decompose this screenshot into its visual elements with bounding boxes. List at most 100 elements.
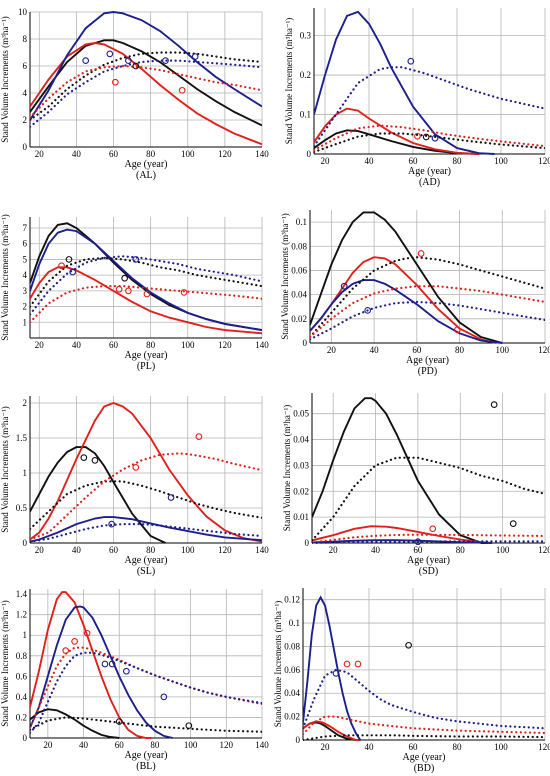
observed-point-blue: [167, 494, 175, 501]
y-tick-label: 3: [23, 286, 28, 296]
x-tick-label: 140: [255, 740, 269, 750]
observed-point-blue: [123, 667, 130, 675]
series-line-blue-dotted: [30, 59, 262, 128]
y-tick-label: 0.03: [293, 460, 309, 470]
observed-point-blue: [125, 57, 132, 64]
series-line-black-solid: [310, 211, 503, 344]
x-tick-label: 20: [321, 156, 331, 166]
chart-panel: 20 40 60 80 100 120 0 0.02 0.04 0.06 0.08 0.1 0.12 Ag…: [273, 588, 550, 774]
observed-point-red: [125, 287, 132, 295]
observed-point-red: [58, 262, 65, 270]
observed-point-blue: [332, 670, 340, 677]
x-tick-label: 60: [109, 340, 119, 350]
x-tick-label: 80: [150, 740, 160, 750]
x-axis-label: Age (year): [124, 555, 167, 566]
y-axis-label: Stand Volume Increments (m³ha⁻¹): [284, 18, 294, 145]
x-tick-label: 120: [218, 149, 232, 159]
x-tick-label: 40: [370, 345, 380, 355]
observed-point-red: [180, 289, 188, 296]
panel-tag: (AL): [136, 170, 156, 181]
x-tick-label: 60: [409, 742, 419, 752]
x-tick-label: 60: [109, 149, 119, 159]
x-tick-label: 80: [146, 149, 156, 159]
x-tick-label: 20: [35, 149, 45, 159]
y-axis-label: Stand Volume Increments (m³ha⁻¹): [0, 214, 10, 341]
x-tick-label: 80: [146, 340, 156, 350]
x-tick-label: 20: [35, 340, 45, 350]
x-tick-label: 60: [413, 545, 423, 555]
observed-point-blue: [132, 256, 140, 263]
observed-point-blue: [69, 268, 77, 276]
series-line-red-dotted: [312, 533, 545, 544]
y-tick-label: 0.1: [289, 618, 300, 628]
panel-tag: (PD): [418, 366, 437, 377]
observed-point-red: [417, 250, 425, 257]
series-line-blue-dotted: [312, 540, 545, 544]
y-tick-label: 0.3: [300, 31, 312, 41]
observed-point-red: [178, 86, 186, 94]
observed-point-blue: [162, 57, 169, 64]
y-tick-label: 0: [305, 538, 310, 548]
y-axis-label: Stand Volume Increments (m³ha⁻¹): [0, 16, 10, 143]
series-line-blue-dotted: [303, 668, 545, 730]
y-tick-label: 0.12: [284, 595, 300, 605]
observed-point-blue: [106, 50, 114, 58]
chart-panel: 20 40 60 80 100 120 140 0 2 4 6 8 10 Age (year)(AL) St…: [0, 7, 269, 181]
series-line-black-dotted: [30, 480, 262, 531]
y-tick-label: 2: [23, 302, 28, 312]
series-line-blue-dotted: [30, 523, 262, 543]
y-tick-label: 0.08: [284, 641, 300, 651]
observed-point-red: [429, 525, 437, 533]
y-tick-label: 1.5: [16, 433, 28, 443]
panel-tag: (AD): [419, 177, 440, 188]
y-tick-label: 0.4: [16, 692, 28, 702]
observed-point-black: [509, 520, 517, 527]
x-tick-label: 100: [181, 545, 195, 555]
x-tick-label: 120: [538, 156, 550, 166]
series-line-black-solid: [312, 397, 488, 544]
y-tick-label: 0: [296, 735, 301, 745]
observed-point-black: [115, 718, 123, 725]
x-tick-label: 80: [456, 545, 466, 555]
observed-point-black: [132, 62, 140, 70]
series-line-black-solid: [30, 39, 262, 127]
observed-point-blue: [82, 57, 90, 64]
observed-point-black: [185, 722, 193, 730]
y-tick-label: 1: [23, 317, 28, 327]
series-line-red-solid: [30, 266, 262, 335]
y-tick-label: 2: [23, 115, 28, 125]
observed-point-red: [83, 629, 91, 637]
observed-point-blue: [108, 520, 116, 528]
y-tick-label: 0.02: [284, 712, 300, 722]
series-line-red-solid: [314, 107, 480, 155]
panel-tag: (SL): [137, 566, 155, 577]
observed-point-red: [62, 647, 70, 655]
observed-point-blue: [407, 57, 415, 65]
x-tick-label: 40: [72, 149, 82, 159]
y-tick-label: 4: [23, 270, 28, 280]
panel-tag: (BD): [414, 763, 435, 774]
x-tick-label: 120: [218, 340, 232, 350]
series-line-red-dotted: [30, 452, 262, 541]
y-tick-label: 4: [23, 88, 28, 98]
y-tick-label: 2: [23, 398, 28, 408]
y-tick-label: 0.1: [300, 110, 311, 120]
x-tick-label: 120: [220, 740, 234, 750]
x-tick-label: 100: [184, 740, 198, 750]
y-tick-label: 0.04: [293, 435, 309, 445]
x-tick-label: 60: [115, 740, 125, 750]
x-tick-label: 80: [146, 545, 156, 555]
y-tick-label: 5: [23, 254, 28, 264]
observed-point-blue: [191, 53, 199, 60]
observed-point-black: [80, 454, 88, 461]
x-tick-label: 80: [453, 156, 463, 166]
y-tick-label: 0.01: [293, 512, 309, 522]
y-tick-label: 1: [23, 468, 28, 478]
series-line-black-dotted: [303, 734, 545, 741]
panel-tag: (BL): [136, 761, 155, 772]
series-line-blue-solid: [30, 605, 174, 739]
x-axis-label: Age (year): [124, 750, 167, 761]
chart-panel: 20 40 60 80 100 120 0 0.01 0.02 0.03 0.04 0.05 Age (…: [282, 393, 550, 577]
y-tick-label: 7: [23, 223, 28, 233]
y-tick-label: 1: [23, 630, 28, 640]
